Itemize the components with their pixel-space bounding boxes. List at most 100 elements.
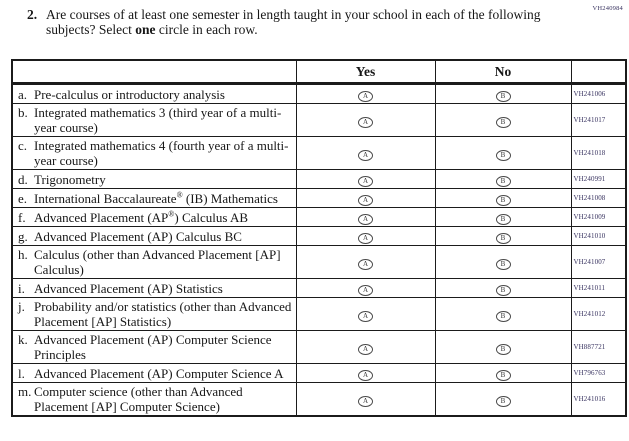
- yes-bubble[interactable]: A: [358, 195, 373, 206]
- table-row: j. Probability and/or statistics (other t…: [11, 297, 627, 331]
- subject-cell: k. Advanced Placement (AP) Computer Scien…: [11, 330, 297, 364]
- table-row: l. Advanced Placement (AP) Computer Scien…: [11, 363, 627, 383]
- yes-cell: A: [295, 226, 436, 246]
- table-row: d. Trigonometry A B VH240991: [11, 169, 627, 189]
- no-cell: B: [434, 382, 572, 417]
- no-cell: B: [434, 297, 572, 331]
- course-table-body: a. Pre-calculus or introductory analysis A…: [11, 83, 627, 417]
- no-bubble[interactable]: B: [495, 370, 511, 381]
- yes-cell: A: [295, 207, 436, 227]
- table-row: g. Advanced Placement (AP) Calculus BC A B V…: [11, 226, 627, 246]
- yes-cell: A: [295, 188, 436, 208]
- question-text-part1: Are courses of at least one semester in …: [46, 7, 541, 37]
- subject-label: Probability and/or statistics (other tha…: [34, 299, 292, 329]
- no-bubble[interactable]: B: [495, 344, 511, 355]
- subject-label: Pre-calculus or introductory analysis: [34, 86, 225, 102]
- no-bubble[interactable]: B: [495, 117, 511, 128]
- subject-cell: l. Advanced Placement (AP) Computer Scien…: [11, 363, 297, 383]
- subject-label: Advanced Placement (AP) Calculus BC: [34, 228, 242, 244]
- subject-cell: i. Advanced Placement (AP) Statistics: [11, 278, 297, 298]
- yes-bubble[interactable]: A: [358, 311, 373, 322]
- no-bubble[interactable]: B: [495, 150, 511, 161]
- question-text-bold: one: [135, 21, 156, 37]
- subject-label: Advanced Placement (AP) Computer Science…: [34, 365, 284, 381]
- subject-label: Advanced Placement (AP®) Calculus AB: [34, 209, 249, 225]
- no-bubble[interactable]: B: [495, 396, 511, 407]
- yes-bubble[interactable]: A: [358, 259, 373, 270]
- no-cell: B: [434, 207, 572, 227]
- no-bubble[interactable]: B: [495, 195, 511, 206]
- no-bubble[interactable]: B: [495, 259, 511, 270]
- no-bubble[interactable]: B: [495, 233, 511, 244]
- subject-cell: f. Advanced Placement (AP®) Calculus AB: [11, 207, 297, 227]
- yes-cell: A: [295, 103, 436, 137]
- subject-cell: g. Advanced Placement (AP) Calculus BC: [11, 226, 297, 246]
- no-bubble[interactable]: B: [495, 311, 511, 322]
- header-no: No: [434, 59, 572, 85]
- question-text-part2: circle in each row.: [155, 21, 258, 37]
- question-text: Are courses of at least one semester in …: [46, 7, 545, 37]
- yes-cell: A: [295, 136, 436, 170]
- row-letter: d.: [18, 171, 28, 187]
- table-row: i. Advanced Placement (AP) Statistics A B VH…: [11, 278, 627, 298]
- row-letter: h.: [18, 247, 28, 262]
- yes-cell: A: [295, 245, 436, 279]
- table-row: f. Advanced Placement (AP®) Calculus AB A B…: [11, 207, 627, 227]
- subject-label: Integrated mathematics 4 (fourth year of…: [34, 138, 289, 168]
- no-bubble[interactable]: B: [495, 214, 511, 225]
- no-cell: B: [434, 136, 572, 170]
- row-code: VH241018: [570, 136, 627, 170]
- subject-label: Computer science (other than Advanced Pl…: [34, 384, 243, 414]
- table-header-row: Yes No: [11, 59, 627, 85]
- no-cell: B: [434, 245, 572, 279]
- subject-cell: m. Computer science (other than Advanced …: [11, 382, 297, 417]
- no-bubble[interactable]: B: [495, 176, 511, 187]
- yes-bubble[interactable]: A: [358, 233, 373, 244]
- subject-cell: b. Integrated mathematics 3 (third year o…: [11, 103, 297, 137]
- yes-bubble[interactable]: A: [358, 117, 373, 128]
- row-code: VH241011: [570, 278, 627, 298]
- yes-bubble[interactable]: A: [358, 91, 373, 102]
- yes-bubble[interactable]: A: [358, 344, 373, 355]
- no-bubble[interactable]: B: [495, 285, 511, 296]
- no-cell: B: [434, 169, 572, 189]
- row-letter: g.: [18, 228, 28, 244]
- yes-bubble[interactable]: A: [358, 150, 373, 161]
- row-letter: c.: [18, 138, 28, 153]
- row-code: VH241010: [570, 226, 627, 246]
- row-code: VH887721: [570, 330, 627, 364]
- row-letter: i.: [18, 280, 25, 296]
- question-2: 2. Are courses of at least one semester …: [27, 7, 545, 37]
- subject-label: Trigonometry: [34, 171, 106, 187]
- subject-cell: e. International Baccalaureate® (IB) Math…: [11, 188, 297, 208]
- no-cell: B: [434, 103, 572, 137]
- form-code: VH240984: [592, 5, 623, 12]
- row-code: VH241016: [570, 382, 627, 417]
- row-code: VH241007: [570, 245, 627, 279]
- registered-mark: ®: [176, 190, 183, 200]
- yes-bubble[interactable]: A: [358, 214, 373, 225]
- row-code: VH796763: [570, 363, 627, 383]
- yes-bubble[interactable]: A: [358, 285, 373, 296]
- yes-cell: A: [295, 169, 436, 189]
- yes-cell: A: [295, 382, 436, 417]
- row-letter: j.: [18, 299, 25, 314]
- subject-label: Calculus (other than Advanced Placement …: [34, 247, 281, 277]
- row-code: VH241017: [570, 103, 627, 137]
- subject-cell: c. Integrated mathematics 4 (fourth year …: [11, 136, 297, 170]
- yes-bubble[interactable]: A: [358, 176, 373, 187]
- subject-label: Advanced Placement (AP) Computer Science…: [34, 332, 272, 362]
- table-row: k. Advanced Placement (AP) Computer Scien…: [11, 330, 627, 364]
- row-code: VH241006: [570, 83, 627, 104]
- yes-cell: A: [295, 330, 436, 364]
- subject-cell: j. Probability and/or statistics (other t…: [11, 297, 297, 331]
- question-number: 2.: [27, 7, 38, 22]
- no-bubble[interactable]: B: [495, 91, 511, 102]
- table-row: h. Calculus (other than Advanced Placemen…: [11, 245, 627, 279]
- yes-bubble[interactable]: A: [358, 370, 373, 381]
- yes-cell: A: [295, 297, 436, 331]
- yes-cell: A: [295, 278, 436, 298]
- row-code: VH241008: [570, 188, 627, 208]
- no-cell: B: [434, 188, 572, 208]
- yes-bubble[interactable]: A: [358, 396, 373, 407]
